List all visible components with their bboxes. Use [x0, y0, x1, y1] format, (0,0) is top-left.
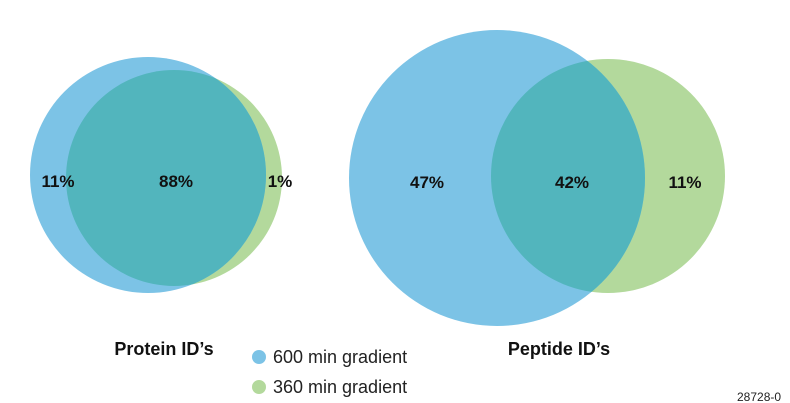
protein-overlap-region: [66, 70, 266, 286]
protein-title: Protein ID’s: [114, 339, 213, 359]
legend-360-label: 360 min gradient: [273, 377, 407, 397]
legend-600-swatch: [252, 350, 266, 364]
peptide-overlap-label: 42%: [555, 173, 589, 192]
protein-600-only-label: 11%: [41, 172, 74, 191]
legend: 600 min gradient 360 min gradient: [252, 347, 407, 397]
peptide-600-only-label: 47%: [410, 173, 444, 192]
peptide-360-only-label: 11%: [668, 173, 701, 192]
legend-600-label: 600 min gradient: [273, 347, 407, 367]
peptide-overlap-region: [491, 59, 645, 293]
legend-360-swatch: [252, 380, 266, 394]
protein-360-only-label: 1%: [268, 172, 293, 191]
protein-overlap-label: 88%: [159, 172, 193, 191]
figure-id: 28728-0: [737, 390, 781, 403]
protein-venn: 11% 88% 1% Protein ID’s: [30, 57, 292, 359]
peptide-title: Peptide ID’s: [508, 339, 610, 359]
peptide-venn: 47% 42% 11% Peptide ID’s: [349, 30, 725, 359]
